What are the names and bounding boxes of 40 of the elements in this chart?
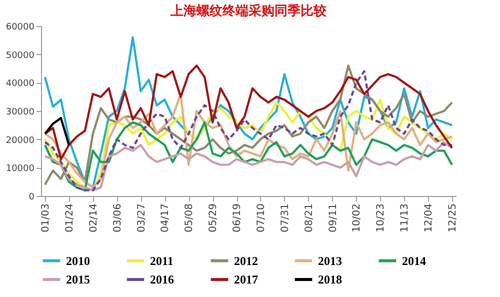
legend-label: 2014 <box>402 254 426 268</box>
line-series <box>44 36 454 189</box>
legend-label: 2016 <box>150 272 174 286</box>
y-tick-label: 10000 <box>6 164 35 174</box>
legend-label: 2011 <box>150 254 174 268</box>
legend-label: 2012 <box>234 254 258 268</box>
y-tick-label: 40000 <box>6 79 35 90</box>
x-tick-label: 10/23 <box>376 204 387 232</box>
legend-label: 2017 <box>234 272 258 286</box>
y-tick-label: 30000 <box>6 108 35 118</box>
legend-label: 2010 <box>66 254 90 268</box>
x-tick-label: 01/03 <box>40 204 52 232</box>
line-series <box>44 141 454 192</box>
y-tick-label: 50000 <box>6 50 35 61</box>
x-tick-label: 09/11 <box>328 204 339 232</box>
x-tick-label: 03/06 <box>112 204 124 232</box>
legend-label: 2018 <box>318 272 342 286</box>
x-tick-label: 07/31 <box>280 204 291 232</box>
chart-title: 上海螺纹终端采购同季比较 <box>170 3 328 19</box>
legend-label: 2013 <box>318 254 342 268</box>
x-tick-label: 11/13 <box>400 204 411 232</box>
line-series <box>44 64 454 160</box>
y-tick-label: 0 <box>28 192 35 202</box>
x-tick-label: 05/29 <box>208 204 220 232</box>
x-tick-label: 06/19 <box>232 204 244 232</box>
line-series <box>44 121 454 192</box>
y-tick-label: 60000 <box>6 22 35 32</box>
x-tick-label: 08/21 <box>304 204 315 232</box>
x-tick-label: 05/08 <box>184 204 196 232</box>
x-tick-label: 12/04 <box>424 204 435 232</box>
x-tick-label: 12/25 <box>448 204 459 232</box>
x-tick-label: 03/27 <box>136 204 148 232</box>
y-tick-label: 20000 <box>6 136 35 146</box>
x-tick-label: 10/02 <box>352 204 363 232</box>
x-tick-label: 02/14 <box>88 204 100 232</box>
line-series <box>44 116 70 146</box>
legend-label: 2015 <box>66 272 90 286</box>
x-tick-label: 07/10 <box>256 204 267 232</box>
x-tick-label: 01/24 <box>64 204 76 232</box>
x-tick-label: 04/17 <box>160 204 172 232</box>
